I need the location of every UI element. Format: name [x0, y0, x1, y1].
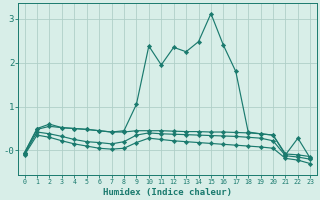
X-axis label: Humidex (Indice chaleur): Humidex (Indice chaleur): [103, 188, 232, 197]
